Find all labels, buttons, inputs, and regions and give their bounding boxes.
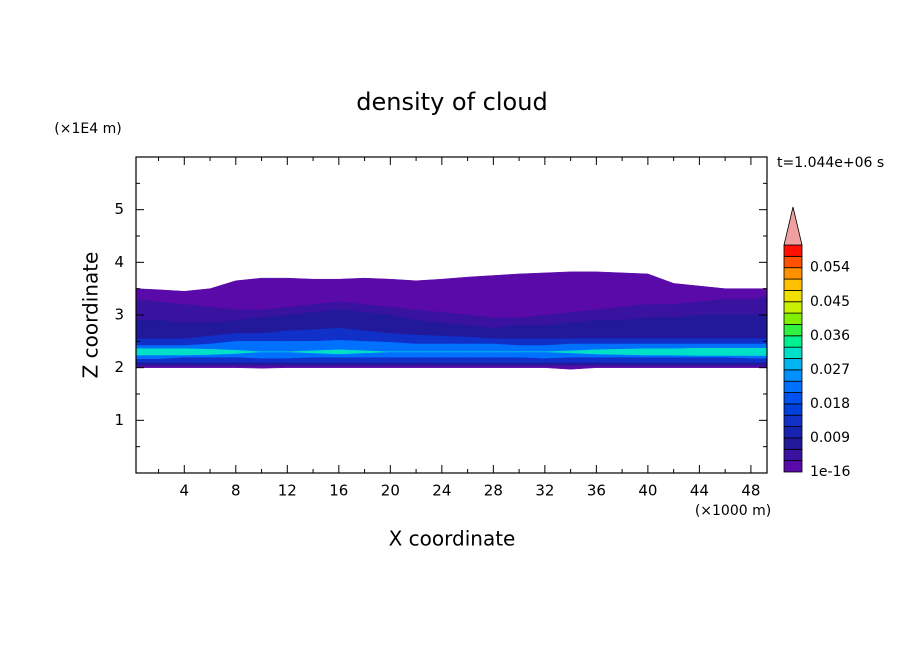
x-tick-label: 36	[587, 482, 606, 500]
colorbar-segment	[783, 392, 803, 405]
colorbar-segment	[783, 369, 803, 382]
colorbar-segment	[783, 289, 803, 303]
y-tick-label: 1	[114, 411, 124, 429]
x-tick-label: 24	[432, 482, 451, 500]
colorbar-segment	[783, 414, 803, 428]
y-unit: (×1E4 m)	[54, 121, 121, 137]
colorbar-tick-label: 0.018	[810, 396, 850, 412]
y-axis-label: Z coordinate	[79, 252, 103, 379]
x-tick-label: 40	[638, 482, 657, 500]
colorbar-segment	[783, 358, 803, 371]
colorbar-segment	[783, 437, 803, 450]
colorbar-segment	[783, 255, 803, 269]
x-tick-label: 4	[180, 482, 190, 500]
colorbar-segment	[783, 403, 803, 416]
time-label: t=1.044e+06 s	[777, 155, 884, 171]
x-axis-label: X coordinate	[389, 527, 516, 551]
y-tick-label: 2	[114, 358, 124, 376]
colorbar-extend	[783, 206, 803, 246]
colorbar-segment	[783, 301, 803, 314]
colorbar-tick-label: 0.045	[810, 294, 850, 310]
colorbar-segment	[783, 278, 803, 291]
x-tick-label: 28	[484, 482, 503, 500]
colorbar-tick-label: 1e-16	[810, 464, 850, 480]
x-unit: (×1000 m)	[695, 503, 771, 519]
colorbar-segment	[783, 244, 803, 257]
colorbar-segment	[783, 380, 803, 393]
colorbar-segment	[783, 460, 803, 473]
colorbar-segment	[783, 324, 803, 337]
colorbar-tick-label: 0.054	[810, 260, 850, 276]
colorbar-segment	[783, 426, 803, 439]
colorbar-tick-label: 0.027	[810, 362, 850, 378]
x-tick-label: 20	[381, 482, 400, 500]
y-tick-label: 4	[114, 253, 124, 271]
colorbar-segment	[783, 448, 803, 462]
x-tick-label: 32	[535, 482, 554, 500]
x-tick-label: 12	[278, 482, 297, 500]
colorbar-segment	[783, 335, 803, 348]
x-tick-label: 16	[329, 482, 348, 500]
colorbar-segment	[783, 346, 803, 359]
colorbar-tick-label: 0.036	[810, 328, 850, 344]
chart-title: density of cloud	[356, 88, 547, 116]
colorbar-segment	[783, 267, 803, 280]
colorbar-tick-label: 0.009	[810, 430, 850, 446]
y-tick-label: 5	[114, 200, 124, 218]
y-tick-label: 3	[114, 306, 124, 324]
x-tick-label: 8	[231, 482, 241, 500]
x-tick-label: 44	[690, 482, 709, 500]
colorbar-segment	[783, 312, 803, 325]
x-tick-label: 48	[741, 482, 760, 500]
